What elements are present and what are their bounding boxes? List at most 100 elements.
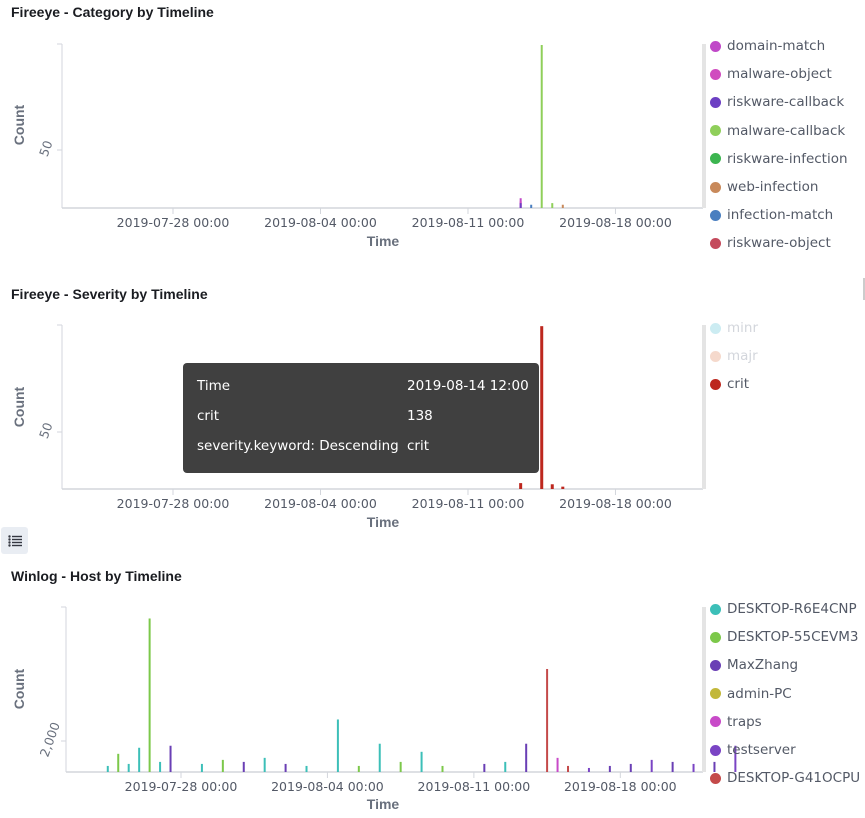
bar [336,719,339,772]
bar [263,757,266,772]
x-tick-label: 2019-08-11 00:00 [418,779,531,794]
list-icon [7,534,22,547]
legend-dot-icon [710,125,721,137]
legend-item[interactable]: web-infection [710,173,848,201]
legend-label: DESKTOP-55CEVM3 [727,629,859,646]
legend-item[interactable]: malware-callback [710,117,848,145]
legend-label: domain-match [727,38,826,55]
bar [540,326,544,489]
legend-item[interactable]: infection-match [710,201,848,229]
legend-dot-icon [710,744,721,756]
legend-item[interactable]: domain-match [710,32,848,60]
tooltip-value: 138 [407,408,433,424]
legend-item[interactable]: DESKTOP-G41OCPU [710,764,860,792]
legend-item[interactable]: riskware-callback [710,88,848,116]
legend-item[interactable]: testserver [710,736,860,764]
y-tick-label: 50 [36,138,56,158]
y-axis-label: Count [11,386,27,427]
x-tick-label: 2019-08-04 00:00 [264,496,377,511]
x-tick-label: 2019-08-04 00:00 [271,779,384,794]
tooltip-row-term: severity.keyword: Descending crit [197,438,529,460]
tooltip-label: severity.keyword: Descending [197,438,399,454]
bar [441,765,444,772]
x-tick-label: 2019-08-18 00:00 [559,496,672,511]
panel-title-category: Fireeye - Category by Timeline [11,4,214,20]
legend-dot-icon [710,181,721,193]
bar [138,747,141,772]
legend-dot-icon [710,631,721,643]
legend-label: admin-PC [727,685,792,702]
bar [483,763,486,772]
x-tick-label: 2019-07-28 00:00 [125,779,238,794]
bar [540,45,543,208]
legend-item[interactable]: DESKTOP-R6E4CNP [710,595,860,623]
bar [519,201,522,208]
legend-item[interactable]: admin-PC [710,680,860,708]
legend-label: web-infection [727,179,819,196]
bar [519,483,523,489]
category-legend: domain-match malware-object riskware-callb… [710,32,848,258]
legend-item[interactable]: riskware-infection [710,145,848,173]
legend-item[interactable]: majr [710,342,758,370]
x-axis-label: Time [367,796,400,812]
y-axis-label: Count [11,668,27,709]
bar [561,204,564,208]
x-axis-label: Time [367,233,400,249]
legend-dot-icon [710,772,721,784]
bar [378,743,381,772]
legend-dot-icon [710,40,721,52]
legend-label: malware-callback [727,122,846,139]
tooltip-label: Time [197,378,231,394]
legend-dot-icon [710,603,721,615]
bar [106,765,109,772]
tooltip-row-time: Time 2019-08-14 12:00 [197,378,529,400]
legend-toggle-button[interactable] [1,527,28,554]
bar [519,198,522,208]
x-tick-label: 2019-07-28 00:00 [117,215,230,230]
legend-item[interactable]: traps [710,708,860,736]
legend-item[interactable]: minr [710,314,758,342]
legend-dot-icon [710,350,721,362]
bar [608,765,611,772]
legend-label: malware-object [727,66,832,83]
bar [357,765,360,772]
bar [546,668,549,772]
legend-item[interactable]: riskware-object [710,229,848,257]
legend-dot-icon [710,688,721,700]
bar [284,763,287,772]
legend-dot-icon [710,659,721,671]
bar [117,753,120,772]
legend-dot-icon [710,153,721,165]
legend-item[interactable]: crit [710,370,758,398]
legend-label: riskware-callback [727,94,845,111]
chart-tooltip: Time 2019-08-14 12:00 crit 138 severity.… [183,363,539,473]
bar [629,763,632,772]
y-tick-label: 50 [36,420,56,440]
legend-item[interactable]: MaxZhang [710,651,860,679]
bar [650,759,653,772]
bar [399,761,402,772]
x-tick-label: 2019-07-28 00:00 [117,496,230,511]
legend-dot-icon [710,716,721,728]
x-tick-label: 2019-08-04 00:00 [264,215,377,230]
legend-item[interactable]: DESKTOP-55CEVM3 [710,623,860,651]
legend-label: traps [727,713,762,730]
x-tick-label: 2019-08-11 00:00 [412,215,525,230]
y-tick-label: 2,000 [37,720,63,759]
legend-label: minr [727,320,759,337]
bar [420,751,423,772]
x-axis-label: Time [367,514,400,530]
legend-label: crit [727,376,750,393]
legend-item[interactable]: malware-object [710,60,848,88]
bar [148,618,151,772]
bar [551,203,554,208]
bar [692,763,695,772]
bar [242,761,245,772]
bar [567,765,570,772]
legend-dot-icon [710,378,721,390]
x-tick-label: 2019-08-11 00:00 [412,496,525,511]
bar [127,763,130,772]
legend-dot-icon [710,322,721,334]
legend-label: MaxZhang [727,657,799,674]
bar [221,759,224,772]
